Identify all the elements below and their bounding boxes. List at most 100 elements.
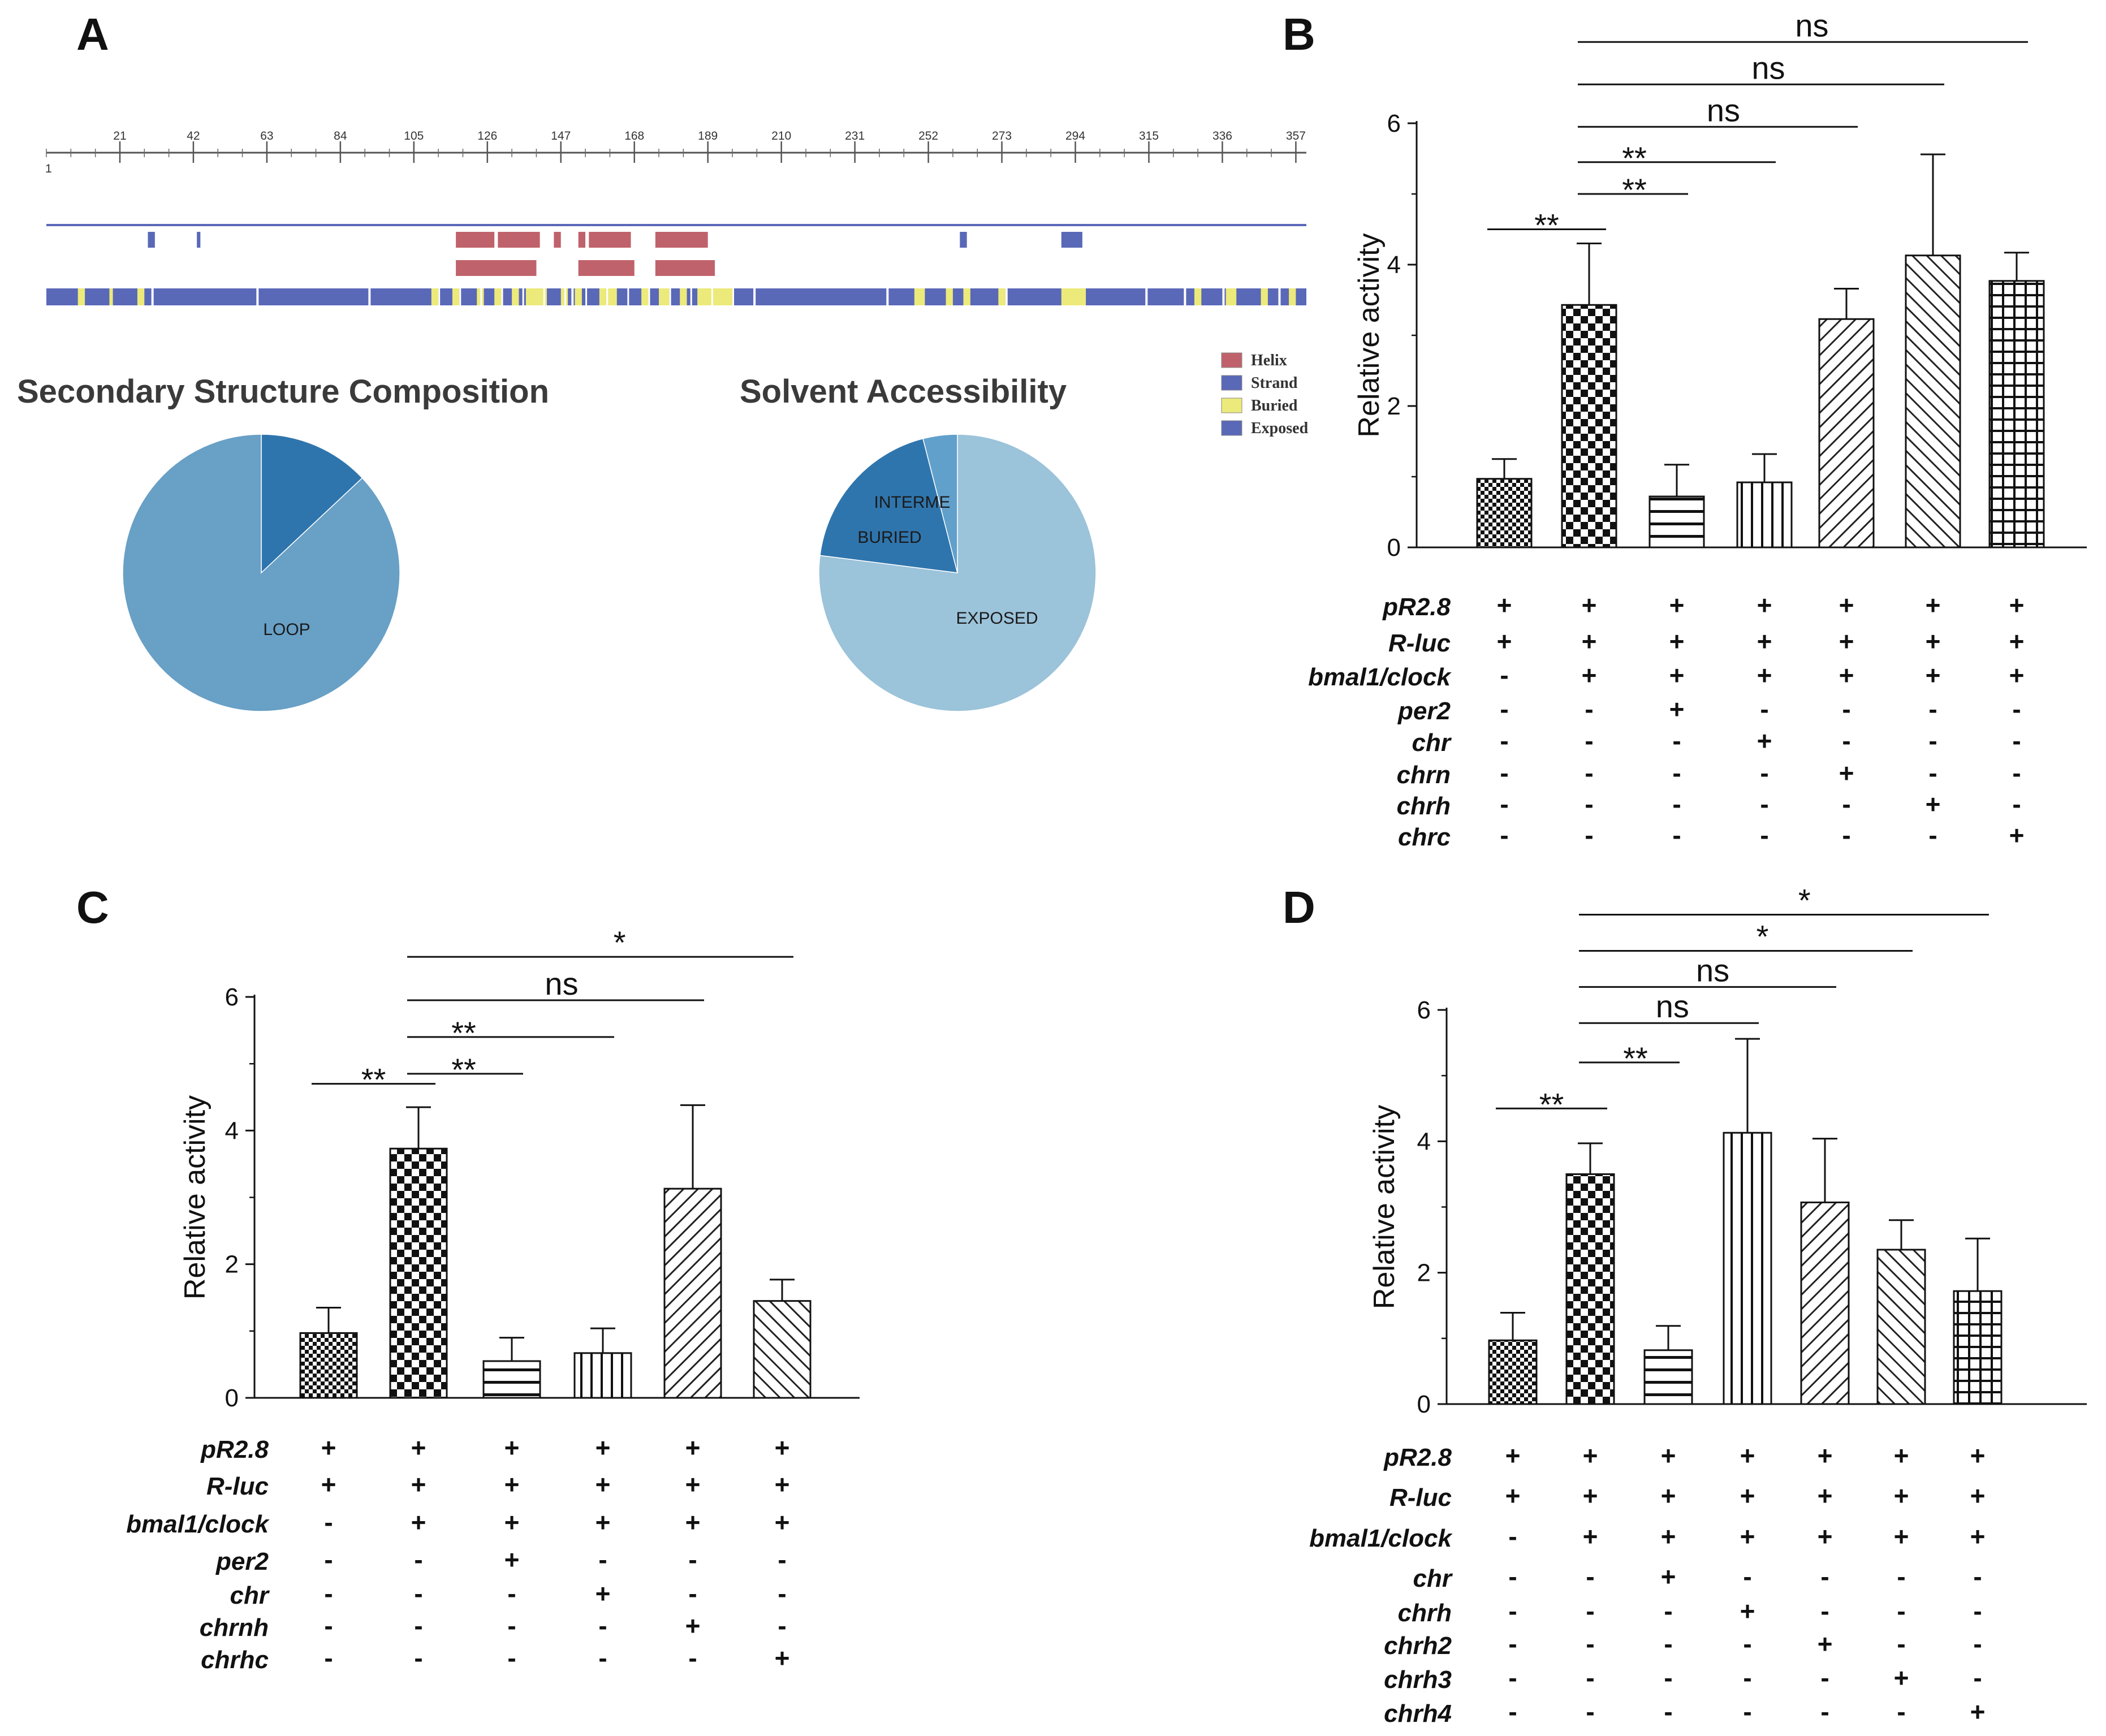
- buried-segment: [946, 288, 953, 305]
- condition-mark: -: [1585, 789, 1593, 819]
- pie-slice-loop: [122, 434, 400, 712]
- pie-solvent-accessibility: EXPOSED BURIED INTERME: [818, 434, 1097, 712]
- ruler-tick-label: 84: [334, 129, 347, 142]
- condition-mark: -: [1500, 789, 1508, 819]
- significance-label: **: [1622, 172, 1647, 208]
- helix-segment: [655, 260, 715, 276]
- residue-gap: [368, 288, 371, 305]
- buried-segment: [137, 288, 145, 305]
- condition-mark: +: [1505, 1481, 1521, 1510]
- condition-mark: +: [1757, 590, 1772, 620]
- condition-mark: -: [688, 1643, 697, 1673]
- condition-label: chrnh: [200, 1614, 269, 1642]
- condition-mark: -: [1585, 694, 1593, 724]
- condition-mark: -: [1842, 694, 1850, 724]
- condition-mark: -: [1842, 821, 1850, 850]
- condition-label: R-luc: [1389, 1484, 1452, 1512]
- condition-mark: -: [324, 1579, 333, 1608]
- y-tick-label: 0: [1417, 1390, 1431, 1418]
- pie-secondary-structure: HELIXLOOP: [122, 434, 400, 712]
- condition-mark: -: [1508, 1663, 1517, 1692]
- bar-3: [482, 1360, 541, 1399]
- residue-gap: [732, 288, 735, 305]
- condition-mark: +: [411, 1433, 426, 1462]
- condition-mark: +: [1894, 1522, 1909, 1551]
- condition-mark: +: [685, 1508, 701, 1537]
- condition-mark: -: [1508, 1697, 1517, 1726]
- ruler-tick-label: 168: [624, 129, 644, 142]
- residue-gap: [1005, 288, 1008, 305]
- condition-mark: -: [1760, 694, 1768, 724]
- condition-mark: +: [504, 1508, 520, 1537]
- condition-label: pR2.8: [1382, 593, 1451, 621]
- condition-mark: +: [1583, 1441, 1598, 1470]
- condition-mark: +: [1740, 1596, 1755, 1626]
- significance-label: **: [1623, 1040, 1648, 1076]
- condition-mark: +: [1740, 1522, 1755, 1551]
- panel-letter-c: C: [76, 882, 109, 932]
- condition-mark: -: [1664, 1663, 1672, 1692]
- bar-7: [1988, 280, 2045, 549]
- y-tick-label: 0: [1387, 534, 1401, 562]
- condition-mark: +: [1661, 1441, 1676, 1470]
- condition-mark: -: [1820, 1697, 1829, 1726]
- residue-gap: [151, 288, 154, 305]
- buried-segment: [494, 288, 502, 305]
- condition-mark: +: [1583, 1481, 1598, 1510]
- condition-mark: -: [1585, 726, 1593, 755]
- condition-mark: -: [1586, 1629, 1594, 1659]
- condition-mark: -: [1585, 821, 1593, 850]
- condition-mark: +: [1497, 590, 1512, 620]
- residue-gap: [1222, 288, 1225, 305]
- residue-gap: [585, 288, 588, 305]
- buried-segment: [452, 288, 460, 305]
- pie-label-loop: LOOP: [263, 620, 310, 639]
- ruler-tick-label: 189: [698, 129, 718, 142]
- bar-5: [663, 1187, 722, 1399]
- buried-segment: [431, 288, 439, 305]
- condition-mark: +: [504, 1433, 520, 1462]
- condition-mark: +: [1661, 1562, 1676, 1591]
- condition-mark: -: [414, 1545, 422, 1574]
- condition-label: chrh4: [1384, 1700, 1452, 1728]
- condition-label: chr: [1412, 729, 1452, 757]
- buried-segment: [1261, 288, 1268, 305]
- ruler-tick-label: 63: [260, 129, 273, 142]
- pie-title-secondary: Secondary Structure Composition: [17, 373, 549, 410]
- ruler-tick-label: 357: [1286, 129, 1306, 142]
- condition-label: chrhc: [201, 1646, 269, 1674]
- condition-label: bmal1/clock: [1309, 1525, 1453, 1552]
- condition-mark: -: [1820, 1596, 1829, 1626]
- significance-label: **: [1534, 208, 1559, 243]
- condition-mark: +: [504, 1470, 520, 1499]
- condition-mark: -: [1672, 726, 1681, 755]
- condition-mark: +: [2009, 627, 2025, 656]
- condition-mark: -: [1743, 1629, 1751, 1659]
- bar-5: [1800, 1201, 1850, 1405]
- condition-mark: +: [1661, 1522, 1676, 1551]
- condition-mark: -: [507, 1643, 516, 1673]
- ruler-tick-label: 273: [992, 129, 1012, 142]
- condition-mark: -: [1897, 1697, 1905, 1726]
- condition-mark: +: [1582, 627, 1597, 656]
- condition-mark: -: [1820, 1562, 1829, 1591]
- condition-mark: +: [2009, 590, 2025, 620]
- condition-mark: +: [1926, 789, 1941, 819]
- residue-gap: [669, 288, 671, 305]
- significance-label: *: [1798, 883, 1811, 918]
- strand-segment: [148, 232, 155, 248]
- residue-gap: [543, 288, 545, 305]
- condition-mark: -: [1973, 1663, 1982, 1692]
- y-tick-label: 4: [225, 1117, 239, 1145]
- strand-segment: [960, 232, 967, 248]
- helix-segment: [589, 232, 631, 248]
- condition-label: chrh2: [1384, 1632, 1452, 1660]
- condition-mark: +: [411, 1470, 426, 1499]
- residue-gap: [690, 288, 692, 305]
- buried-segment: [680, 288, 687, 305]
- condition-mark: -: [324, 1508, 333, 1537]
- condition-mark: -: [1586, 1596, 1594, 1626]
